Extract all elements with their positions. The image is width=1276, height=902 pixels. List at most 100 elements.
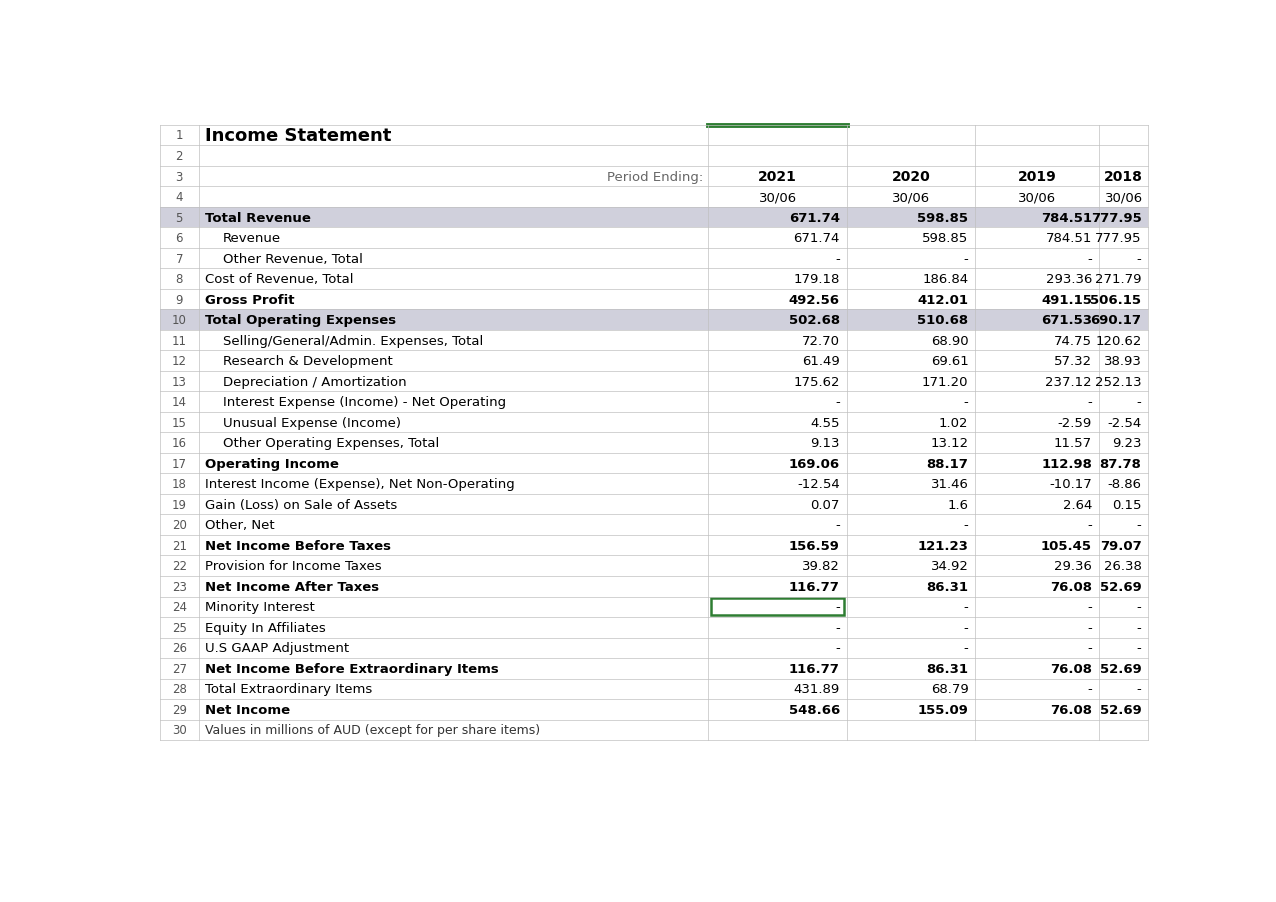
Text: 20: 20: [172, 519, 186, 531]
Text: 502.68: 502.68: [789, 314, 840, 327]
Text: Gain (Loss) on Sale of Assets: Gain (Loss) on Sale of Assets: [205, 498, 397, 511]
FancyBboxPatch shape: [160, 617, 1148, 638]
Text: 21: 21: [172, 539, 186, 552]
Text: 506.15: 506.15: [1091, 293, 1142, 307]
Text: 4.55: 4.55: [810, 416, 840, 429]
Text: -: -: [835, 396, 840, 409]
FancyBboxPatch shape: [160, 536, 1148, 556]
Text: 4: 4: [176, 191, 182, 204]
Text: Selling/General/Admin. Expenses, Total: Selling/General/Admin. Expenses, Total: [223, 335, 484, 347]
Text: 510.68: 510.68: [917, 314, 968, 327]
Text: 69.61: 69.61: [930, 354, 968, 368]
Text: 30/06: 30/06: [1105, 191, 1143, 204]
Text: -: -: [1087, 601, 1092, 613]
Text: 28: 28: [172, 683, 186, 695]
Text: 52.69: 52.69: [1100, 662, 1142, 675]
Text: 13: 13: [172, 375, 186, 388]
FancyBboxPatch shape: [160, 433, 1148, 454]
Text: 121.23: 121.23: [917, 539, 968, 552]
FancyBboxPatch shape: [160, 474, 1148, 494]
Text: Net Income Before Extraordinary Items: Net Income Before Extraordinary Items: [205, 662, 499, 675]
Text: -: -: [963, 396, 968, 409]
FancyBboxPatch shape: [160, 454, 1148, 474]
Text: 156.59: 156.59: [789, 539, 840, 552]
FancyBboxPatch shape: [711, 598, 843, 615]
Text: 491.15: 491.15: [1041, 293, 1092, 307]
Text: Total Revenue: Total Revenue: [205, 211, 311, 225]
Text: 155.09: 155.09: [917, 703, 968, 716]
Text: 7: 7: [176, 253, 182, 265]
Text: 86.31: 86.31: [926, 662, 968, 675]
Text: 30/06: 30/06: [1018, 191, 1057, 204]
Text: 492.56: 492.56: [789, 293, 840, 307]
FancyBboxPatch shape: [160, 576, 1148, 597]
Text: 76.08: 76.08: [1050, 662, 1092, 675]
Text: 61.49: 61.49: [803, 354, 840, 368]
FancyBboxPatch shape: [160, 187, 1148, 207]
FancyBboxPatch shape: [160, 125, 1148, 146]
Text: Depreciation / Amortization: Depreciation / Amortization: [223, 375, 407, 388]
Text: 671.74: 671.74: [789, 211, 840, 225]
Text: -: -: [1137, 641, 1142, 655]
Text: 2018: 2018: [1104, 170, 1143, 184]
FancyBboxPatch shape: [160, 146, 1148, 167]
Text: 52.69: 52.69: [1100, 580, 1142, 594]
Text: -: -: [1087, 253, 1092, 265]
Text: 1.6: 1.6: [947, 498, 968, 511]
Text: 671.74: 671.74: [794, 232, 840, 244]
Text: -10.17: -10.17: [1049, 478, 1092, 491]
Text: -: -: [1087, 621, 1092, 634]
Text: 38.93: 38.93: [1104, 354, 1142, 368]
Text: 22: 22: [172, 559, 186, 573]
FancyBboxPatch shape: [160, 638, 1148, 658]
Text: 671.53: 671.53: [1041, 314, 1092, 327]
Text: 186.84: 186.84: [923, 272, 968, 286]
Text: -8.86: -8.86: [1108, 478, 1142, 491]
Text: Period Ending:: Period Ending:: [607, 170, 703, 183]
FancyBboxPatch shape: [160, 351, 1148, 372]
Text: 10: 10: [172, 314, 186, 327]
FancyBboxPatch shape: [160, 330, 1148, 351]
Text: -: -: [835, 519, 840, 531]
FancyBboxPatch shape: [160, 310, 1148, 330]
Text: 52.69: 52.69: [1100, 703, 1142, 716]
Text: 2020: 2020: [892, 170, 930, 184]
Text: 777.95: 777.95: [1091, 211, 1142, 225]
Text: Net Income: Net Income: [205, 703, 290, 716]
Text: 14: 14: [172, 396, 186, 409]
Text: 16: 16: [172, 437, 186, 450]
Text: 24: 24: [172, 601, 186, 613]
Text: -: -: [835, 621, 840, 634]
Text: 252.13: 252.13: [1095, 375, 1142, 388]
Text: 26: 26: [172, 641, 186, 655]
Text: 29.36: 29.36: [1054, 559, 1092, 573]
Text: Other Operating Expenses, Total: Other Operating Expenses, Total: [223, 437, 439, 450]
Text: Equity In Affiliates: Equity In Affiliates: [205, 621, 325, 634]
Text: 23: 23: [172, 580, 186, 594]
Text: 784.51: 784.51: [1045, 232, 1092, 244]
Text: 88.17: 88.17: [926, 457, 968, 470]
Text: 690.17: 690.17: [1091, 314, 1142, 327]
Text: 112.98: 112.98: [1041, 457, 1092, 470]
FancyBboxPatch shape: [160, 597, 1148, 617]
Text: -: -: [1137, 601, 1142, 613]
Text: -: -: [835, 253, 840, 265]
Text: Net Income After Taxes: Net Income After Taxes: [205, 580, 379, 594]
Text: 2.64: 2.64: [1063, 498, 1092, 511]
Text: Minority Interest: Minority Interest: [205, 601, 315, 613]
Text: -: -: [963, 601, 968, 613]
Text: Interest Expense (Income) - Net Operating: Interest Expense (Income) - Net Operatin…: [223, 396, 505, 409]
Text: -: -: [963, 621, 968, 634]
Text: 12: 12: [172, 354, 186, 368]
Text: 179.18: 179.18: [794, 272, 840, 286]
Text: Net Income Before Taxes: Net Income Before Taxes: [205, 539, 390, 552]
Text: -: -: [1087, 396, 1092, 409]
Text: 68.90: 68.90: [930, 335, 968, 347]
FancyBboxPatch shape: [160, 699, 1148, 720]
Text: 25: 25: [172, 621, 186, 634]
Text: 237.12: 237.12: [1045, 375, 1092, 388]
Text: -12.54: -12.54: [798, 478, 840, 491]
Text: 9.13: 9.13: [810, 437, 840, 450]
Text: 777.95: 777.95: [1095, 232, 1142, 244]
Text: 431.89: 431.89: [794, 683, 840, 695]
